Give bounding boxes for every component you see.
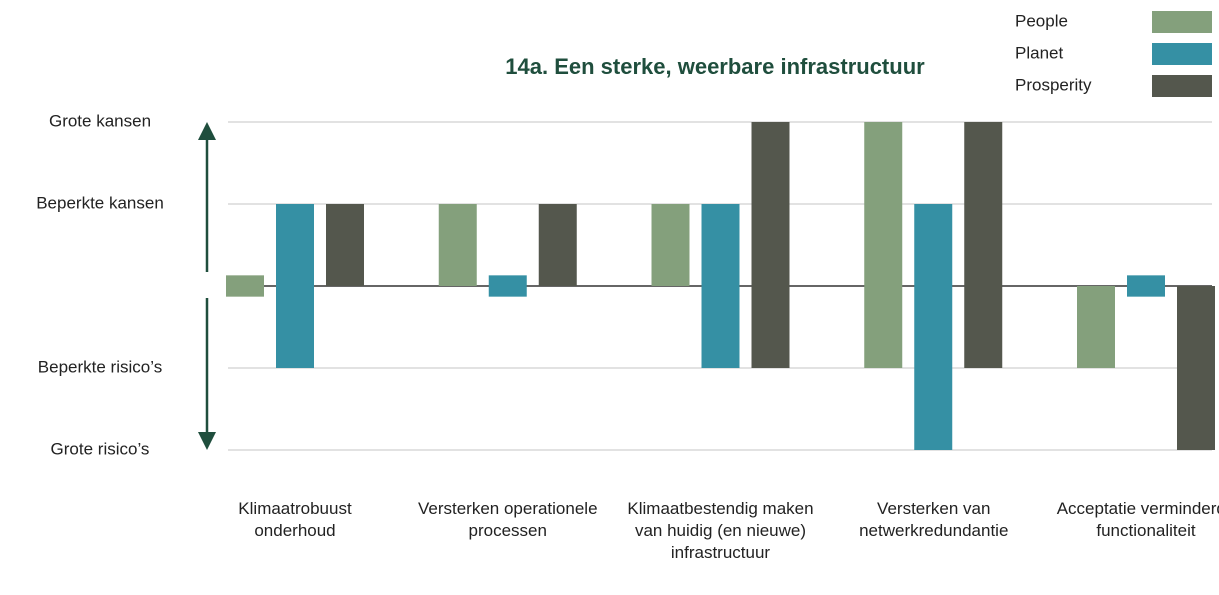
y-tick-label: Beperkte risico’s	[38, 357, 162, 376]
bar	[326, 204, 364, 286]
x-tick-label: Acceptatie verminderde functionaliteit	[1056, 499, 1219, 540]
y-tick-label: Beperkte kansen	[36, 193, 164, 212]
x-tick-label: Versterken van netwerkredundan­tie	[859, 499, 1009, 540]
bar	[751, 122, 790, 368]
axis-arrow	[198, 122, 216, 450]
bar	[538, 204, 577, 286]
bar	[276, 204, 314, 368]
bar	[226, 275, 264, 297]
bar	[651, 204, 690, 286]
legend-label: Planet	[1015, 43, 1063, 62]
bar	[488, 275, 527, 297]
bar	[1177, 286, 1215, 450]
chart-title: 14a. Een sterke, weerbare infrastructuur	[505, 54, 925, 79]
bar	[438, 204, 477, 286]
bar	[1077, 286, 1115, 368]
x-tick-label: Versterken operationele processen	[417, 499, 598, 540]
x-tick-label: Klimaatbestendig maken van huidig (en ni…	[627, 499, 814, 562]
legend-swatch	[1152, 11, 1212, 33]
bar	[914, 204, 953, 450]
legend-swatch	[1152, 75, 1212, 97]
bar	[701, 204, 740, 368]
y-tick-label: Grote kansen	[49, 111, 151, 130]
bar	[864, 122, 903, 368]
legend-label: Prosperity	[1015, 75, 1092, 94]
legend-swatch	[1152, 43, 1212, 65]
y-tick-label: Grote risico’s	[51, 439, 150, 458]
x-tick-label: Klimaatrobuust onderhoud	[238, 499, 352, 540]
legend-label: People	[1015, 11, 1068, 30]
bar	[964, 122, 1003, 368]
bar	[1127, 275, 1165, 297]
